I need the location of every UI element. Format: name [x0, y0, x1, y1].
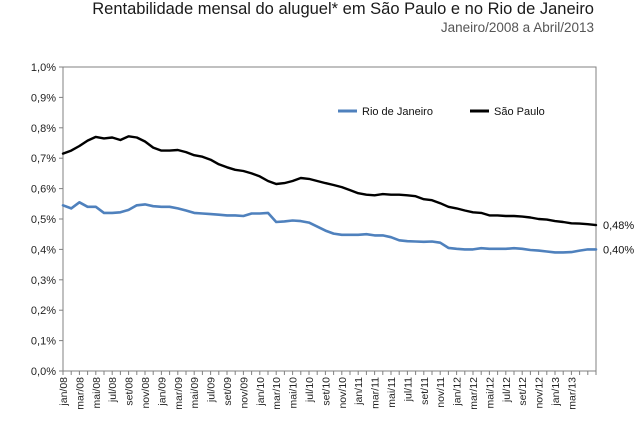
y-axis: 0,0% 0,1% 0,2% 0,3% 0,4% 0,5% 0,6% 0,7% 0,8% 0,9%… [31, 62, 63, 378]
x-tick-label: mai/08 [91, 377, 103, 409]
chart-title: Rentabilidade mensal do aluguel* em São … [92, 0, 594, 18]
legend: Rio de Janeiro São Paulo [338, 106, 545, 118]
x-tick-label: mai/10 [288, 377, 300, 409]
x-tick-label: set/08 [124, 377, 136, 406]
series-line-sao-paulo [61, 135, 598, 227]
series-line-rio-de-janeiro [61, 201, 598, 254]
x-tick-label: jan/10 [255, 377, 267, 407]
y-tick-label: 0,2% [31, 305, 56, 317]
chart-subtitle: Janeiro/2008 a Abril/2013 [440, 20, 594, 35]
x-tick-label: mar/09 [173, 377, 185, 410]
y-tick-label: 0,4% [31, 244, 56, 256]
plot-area [62, 66, 597, 372]
x-tick-label: jul/12 [501, 377, 513, 403]
x-tick-label: mai/11 [386, 377, 398, 408]
x-tick-label: set/09 [222, 377, 234, 406]
y-tick-label: 0,5% [31, 214, 56, 226]
x-tick-label: nov/11 [435, 377, 447, 408]
series-end-label: 0,40% [603, 244, 634, 256]
x-tick-label: jul/09 [206, 377, 218, 403]
y-tick-label: 0,3% [31, 275, 56, 287]
y-tick-label: 0,1% [31, 336, 56, 348]
x-tick-label: set/12 [517, 377, 529, 406]
y-tick-label: 0,7% [31, 153, 56, 165]
x-tick-label: jul/10 [304, 377, 316, 403]
x-tick-label: nov/08 [140, 377, 152, 409]
x-tick-label: jan/13 [550, 377, 562, 407]
x-tick-label: mar/10 [271, 377, 283, 410]
x-tick-label: mar/12 [468, 377, 480, 410]
x-tick-label: mai/12 [484, 377, 496, 409]
x-axis: jan/08 mar/08 mai/08 jul/08 set/08 nov/08 jan/… [58, 371, 597, 410]
x-tick-label: nov/12 [534, 377, 546, 409]
x-tick-label: jan/11 [353, 377, 365, 406]
y-tick-label: 0,6% [31, 184, 56, 196]
x-tick-label: jan/09 [156, 377, 168, 407]
series-lines [61, 135, 598, 254]
x-tick-label: mar/13 [566, 377, 578, 410]
end-labels: 0,40% 0,48% [603, 220, 634, 256]
y-tick-label: 0,9% [31, 92, 56, 104]
x-tick-label: mar/11 [370, 377, 382, 409]
x-tick-label: mai/09 [189, 377, 201, 409]
x-tick-label: nov/09 [238, 377, 250, 409]
y-tick-label: 1,0% [31, 62, 56, 74]
legend-label: São Paulo [494, 106, 545, 118]
series-end-label: 0,48% [603, 220, 634, 232]
x-tick-label: jul/08 [107, 377, 119, 403]
y-tick-label: 0,8% [31, 123, 56, 135]
x-tick-label: jan/12 [452, 377, 464, 407]
x-tick-label: nov/10 [337, 377, 349, 409]
x-tick-label: mar/08 [74, 377, 86, 410]
y-tick-label: 0,0% [31, 366, 56, 378]
x-tick-label: jan/08 [58, 377, 70, 407]
x-tick-label: set/11 [419, 377, 431, 405]
x-tick-label: jul/11 [402, 377, 414, 402]
x-tick-label: set/10 [320, 377, 332, 406]
legend-label: Rio de Janeiro [362, 106, 433, 118]
